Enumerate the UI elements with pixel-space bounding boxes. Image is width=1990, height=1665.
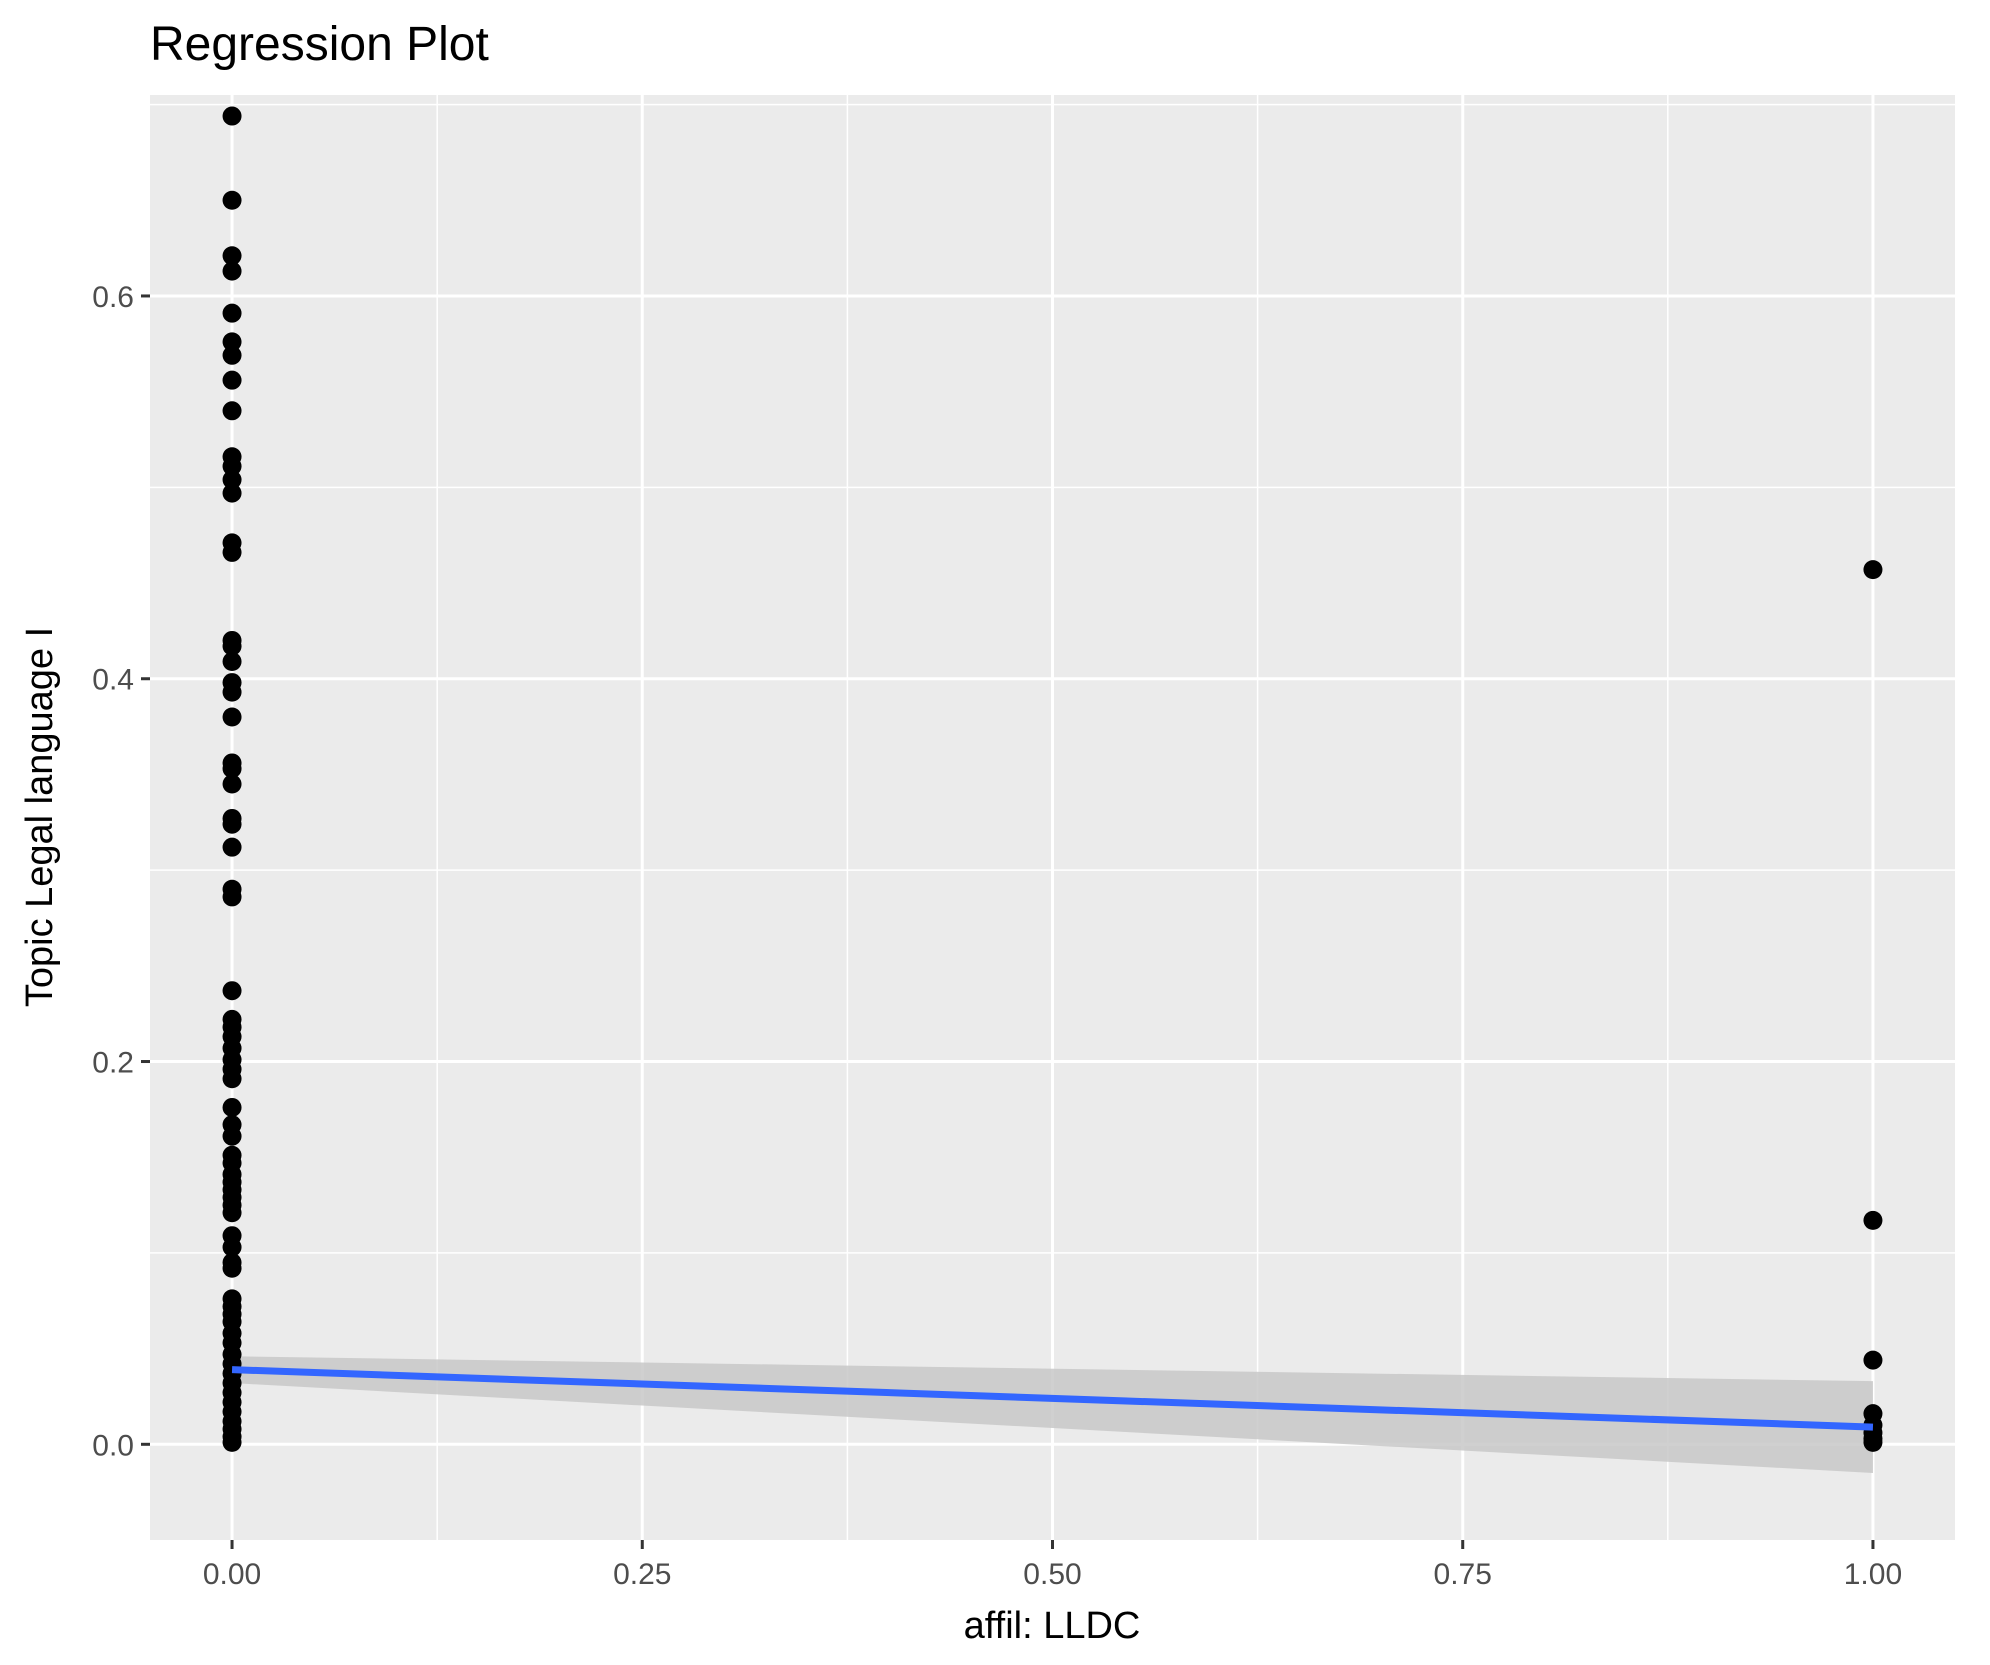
data-point: [1863, 1210, 1883, 1230]
data-point: [222, 1203, 242, 1223]
x-tick-label: 0.50: [1023, 1558, 1081, 1591]
data-point: [222, 106, 242, 126]
data-point: [222, 759, 242, 779]
y-axis-title: Topic Legal language I: [19, 627, 61, 1007]
data-point: [222, 483, 242, 503]
data-point: [1863, 1432, 1883, 1452]
data-point: [222, 707, 242, 727]
data-point: [222, 370, 242, 390]
data-point: [222, 542, 242, 562]
x-tick-label: 1.00: [1844, 1558, 1902, 1591]
data-point: [1863, 1350, 1883, 1370]
data-point: [222, 1237, 242, 1257]
x-axis-ticks: 0.00 0.25 0.50 0.75 1.00: [203, 1540, 1902, 1591]
data-point: [222, 814, 242, 834]
data-point: [222, 303, 242, 323]
x-axis-title: affil: LLDC: [964, 1605, 1141, 1647]
data-point: [222, 887, 242, 907]
data-points: [222, 106, 1883, 1452]
chart-title: Regression Plot: [150, 18, 489, 71]
data-point: [222, 332, 242, 352]
data-point: [222, 470, 242, 490]
x-tick-label: 0.75: [1434, 1558, 1492, 1591]
data-point: [222, 1069, 242, 1089]
data-point: [222, 190, 242, 210]
y-tick-label: 0.2: [92, 1047, 134, 1080]
y-tick-label: 0.6: [92, 281, 134, 314]
data-point: [222, 1126, 242, 1146]
x-tick-label: 0.00: [203, 1558, 261, 1591]
data-point: [222, 246, 242, 266]
data-point: [222, 345, 242, 365]
regression-line: [231, 1366, 1874, 1431]
data-point: [222, 1432, 242, 1452]
data-point: [222, 682, 242, 702]
data-point: [222, 1097, 242, 1117]
data-point: [222, 837, 242, 857]
data-point: [1863, 560, 1883, 580]
data-point: [222, 652, 242, 672]
data-point: [222, 774, 242, 794]
data-point: [222, 636, 242, 656]
data-point: [222, 981, 242, 1001]
y-tick-label: 0.0: [92, 1429, 134, 1462]
data-point: [222, 401, 242, 421]
data-point: [222, 1258, 242, 1278]
regression-line-layer: [231, 1366, 1874, 1431]
data-point: [222, 456, 242, 476]
y-axis-ticks: 0.0 0.2 0.4 0.6: [92, 281, 150, 1462]
x-tick-label: 0.25: [613, 1558, 671, 1591]
y-tick-label: 0.4: [92, 664, 134, 697]
data-point: [222, 261, 242, 281]
